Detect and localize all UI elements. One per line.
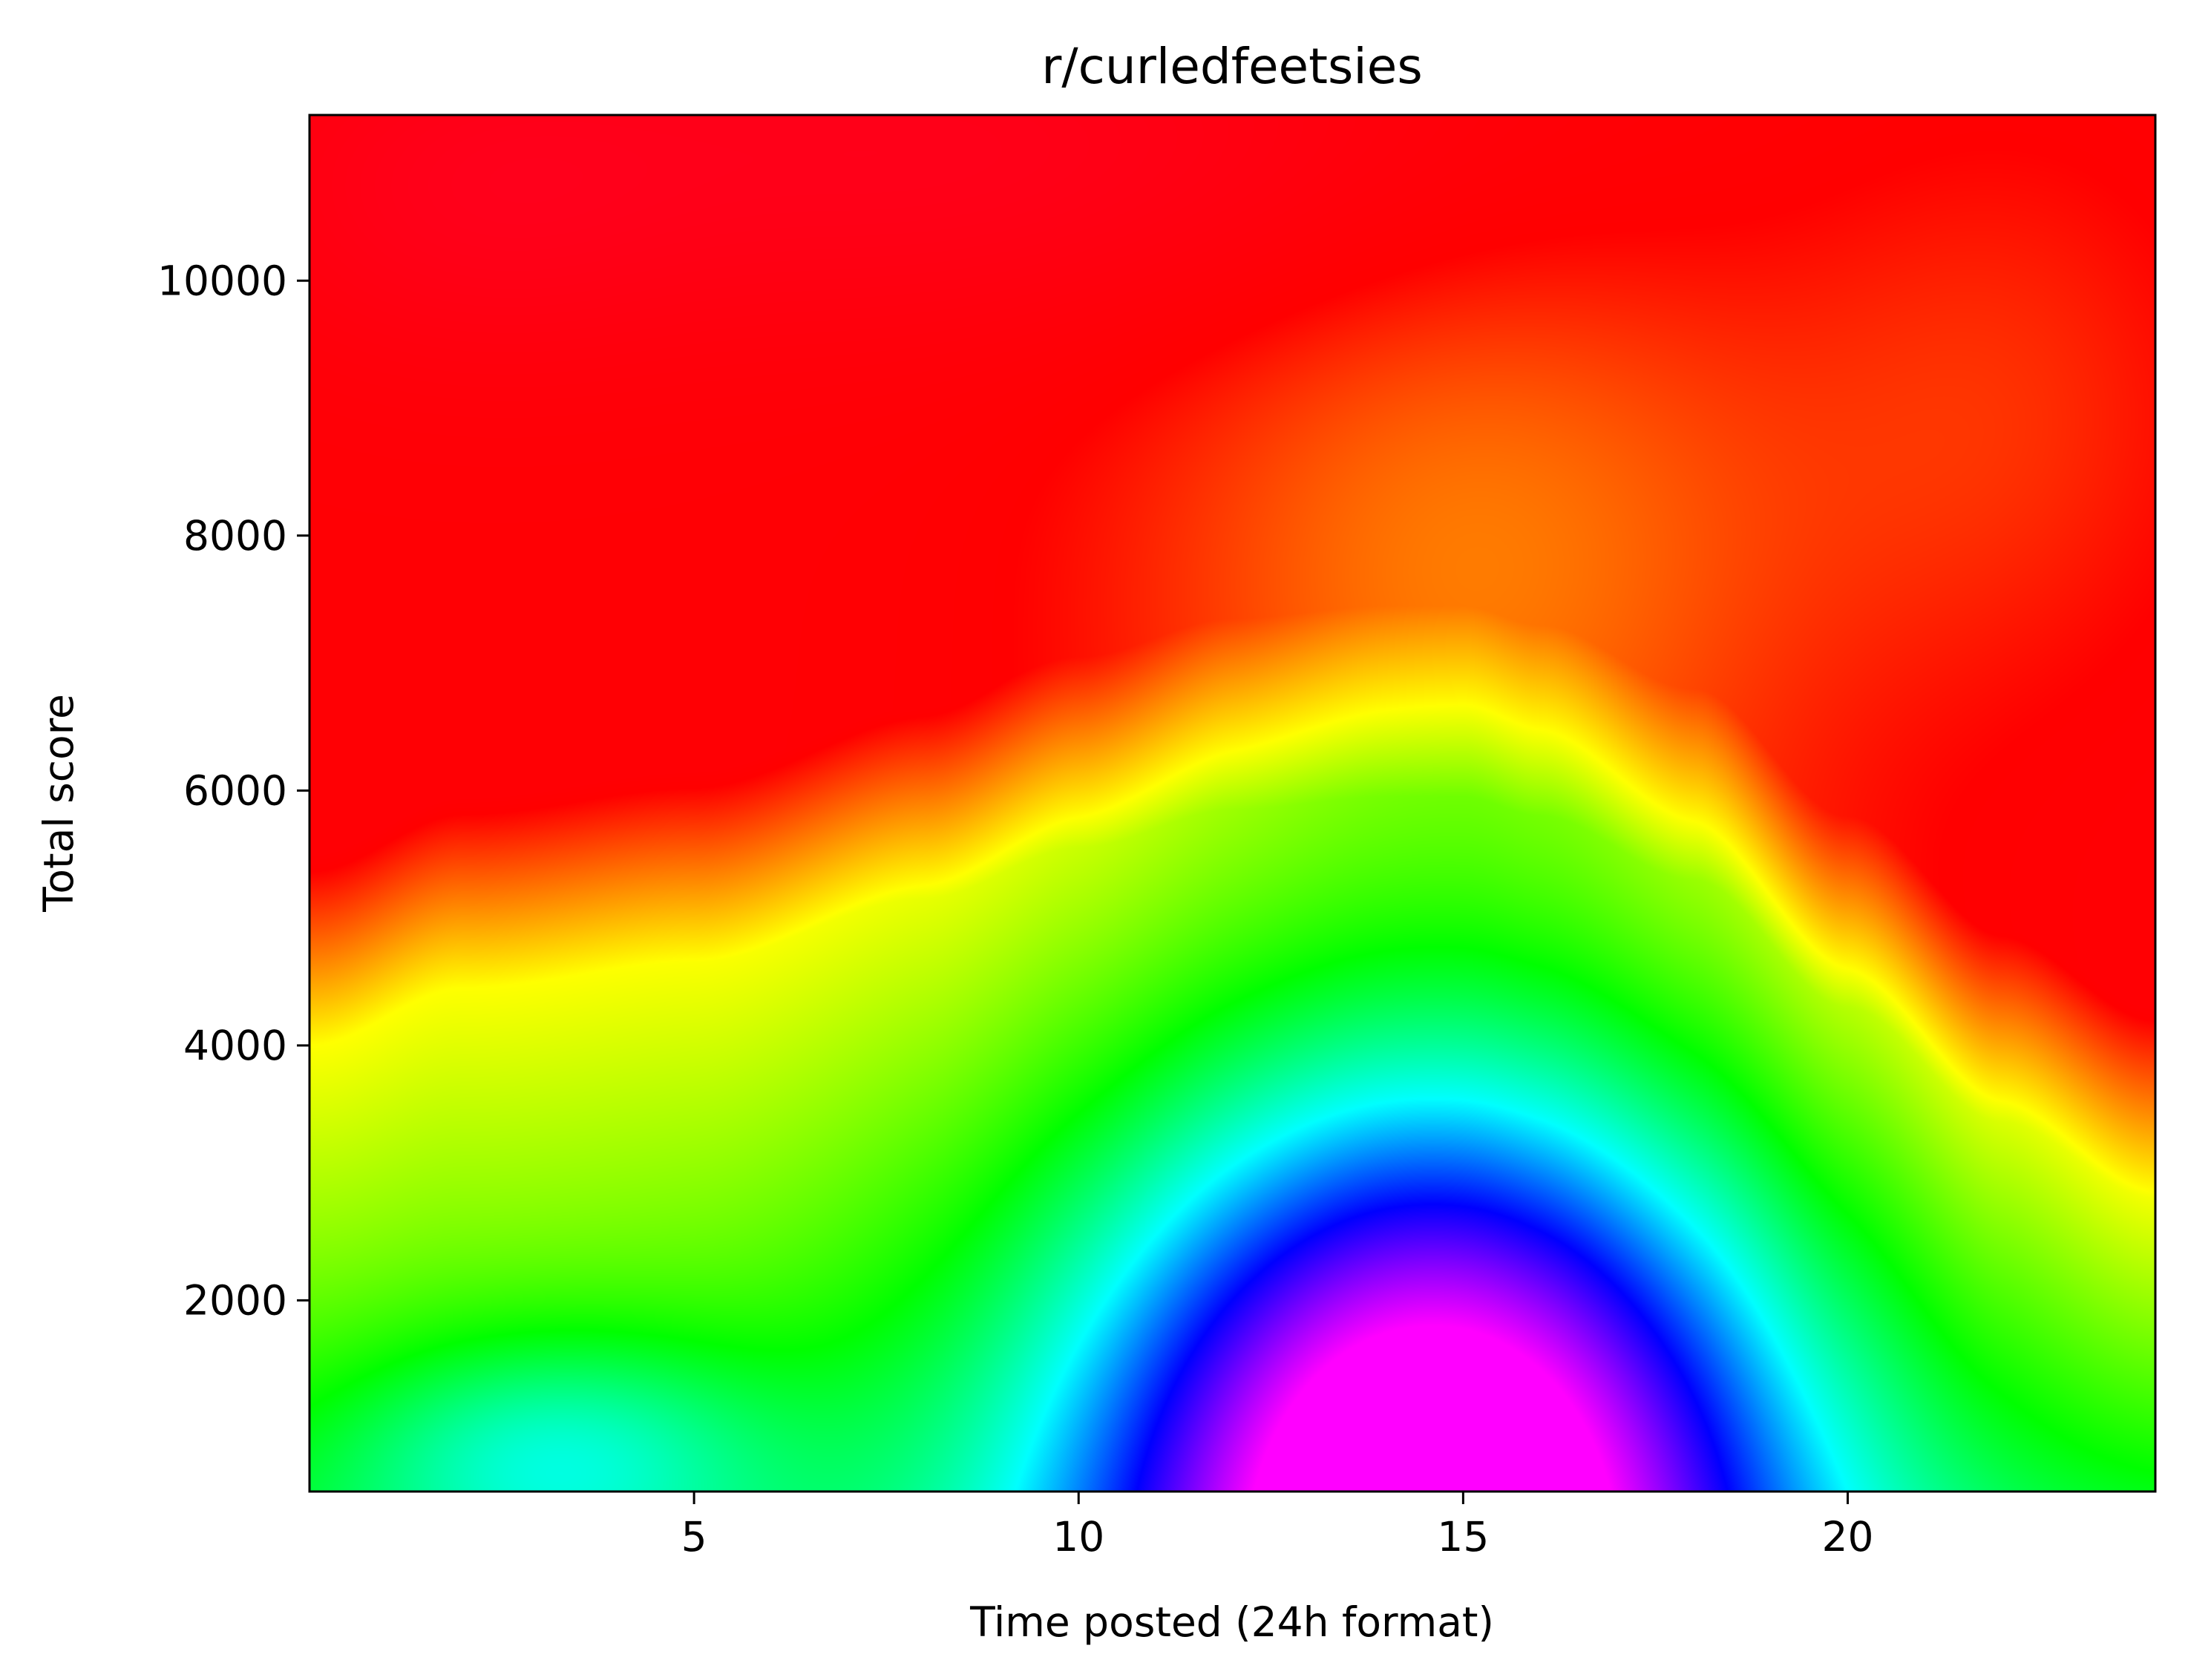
x-tick-label: 10 xyxy=(1052,1513,1104,1561)
y-tick-label: 8000 xyxy=(183,512,287,560)
heatmap xyxy=(309,115,2155,1492)
plot-frame xyxy=(308,114,2157,1493)
y-tick-label: 4000 xyxy=(183,1022,287,1069)
x-tick-label: 20 xyxy=(1822,1513,1874,1561)
y-tick-label: 10000 xyxy=(157,257,287,304)
x-tick-label: 15 xyxy=(1437,1513,1489,1561)
chart-title: r/curledfeetsies xyxy=(1041,38,1423,95)
y-axis: 2000 4000 6000 8000 10000 xyxy=(157,257,309,1324)
x-axis-label: Time posted (24h format) xyxy=(969,1598,1494,1646)
x-tick-label: 5 xyxy=(681,1513,707,1561)
y-tick-label: 6000 xyxy=(183,767,287,814)
y-tick-label: 2000 xyxy=(183,1276,287,1324)
y-axis-label: Total score xyxy=(35,694,82,913)
x-axis: 5 10 15 20 xyxy=(681,1492,1874,1561)
plot-area xyxy=(309,115,2155,1492)
